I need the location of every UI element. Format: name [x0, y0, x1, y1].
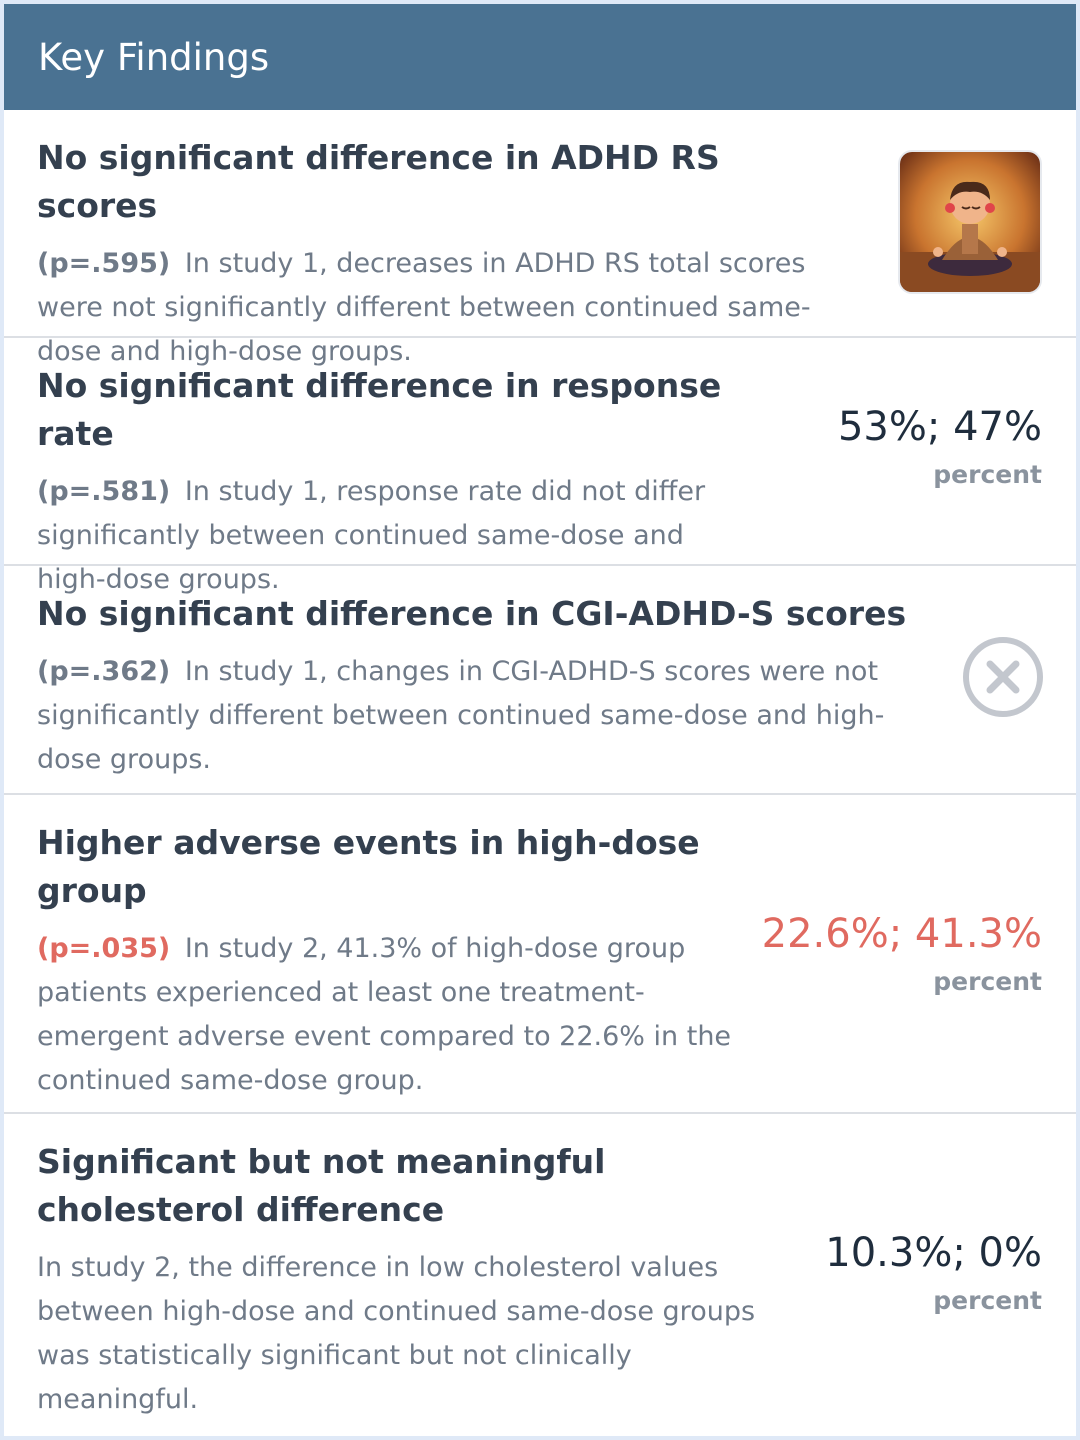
finding-item[interactable]: No significant difference in CGI-ADHD-S … [4, 566, 1076, 795]
stat-unit: percent [933, 460, 1042, 489]
finding-description: In study 2, the difference in low choles… [37, 1252, 756, 1415]
finding-stat-block: 10.3%; 0% percent [825, 1228, 1042, 1315]
stat-value: 22.6%; 41.3% [761, 911, 1042, 957]
panel-title: Key Findings [38, 35, 270, 79]
finding-item[interactable]: Significant but not meaningful cholester… [4, 1114, 1076, 1436]
finding-title: No significant difference in CGI-ADHD-S … [37, 594, 907, 633]
p-value: (p=.595) [37, 248, 171, 279]
meditating-child-image [898, 150, 1042, 294]
stat-unit: percent [933, 1286, 1042, 1315]
close-circle-icon [963, 637, 1043, 717]
stat-value: 10.3%; 0% [825, 1230, 1042, 1276]
finding-description: (p=.581) In study 1, response rate did n… [37, 476, 706, 595]
stat-value: 53%; 47% [837, 404, 1042, 450]
panel-header: Key Findings [4, 4, 1076, 110]
finding-title: No significant difference in response ra… [37, 366, 722, 453]
finding-description: (p=.595) In study 1, decreases in ADHD R… [37, 248, 811, 367]
key-findings-panel: Key Findings No significant difference i… [4, 4, 1076, 1436]
p-value: (p=.581) [37, 476, 171, 507]
finding-item[interactable]: No significant difference in response ra… [4, 338, 1076, 595]
finding-title: No significant difference in ADHD RS sco… [37, 138, 720, 225]
finding-item[interactable]: Higher adverse events in high-dose group… [4, 795, 1076, 1114]
finding-title: Higher adverse events in high-dose group [37, 823, 700, 910]
stat-unit: percent [933, 967, 1042, 996]
finding-stat-block: 22.6%; 41.3% percent [762, 909, 1042, 996]
finding-item[interactable]: No significant difference in ADHD RS sco… [4, 110, 1076, 367]
finding-stat-block: 53%; 47% percent [838, 402, 1042, 489]
p-value: (p=.362) [37, 656, 171, 687]
finding-description: (p=.362) In study 1, changes in CGI-ADHD… [37, 656, 885, 775]
finding-description: (p=.035) In study 2, 41.3% of high-dose … [37, 933, 732, 1096]
finding-title: Significant but not meaningful cholester… [37, 1142, 606, 1229]
p-value: (p=.035) [37, 933, 171, 964]
